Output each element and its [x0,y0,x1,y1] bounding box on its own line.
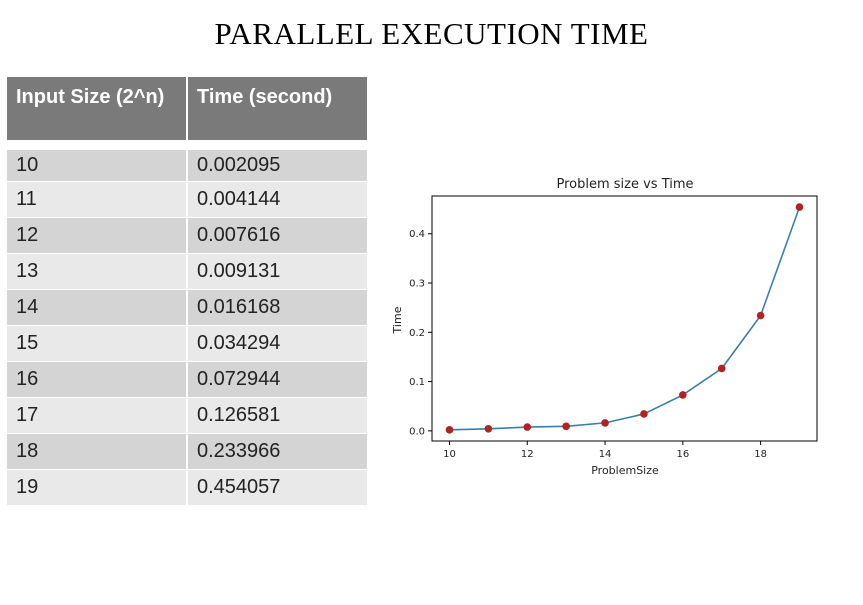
cell-input-size: 12 [7,216,187,253]
x-tick-label: 14 [599,449,612,460]
slide-title: PARALLEL EXECUTION TIME [214,16,649,51]
cell-time: 0.004144 [186,180,367,217]
data-point [717,364,726,373]
header-input-size: Input Size (2^n) [7,77,187,145]
data-point [756,311,765,320]
x-tick-label: 10 [443,449,456,460]
y-tick-label: 0.4 [409,229,425,240]
series-line [449,206,801,431]
cell-time: 0.454057 [186,468,367,505]
cell-input-size: 19 [7,468,187,505]
table-row: 16 0.072944 [7,360,367,397]
y-axis-ticks: 0.0 0.1 0.2 0.3 0.4 [409,229,432,437]
line-chart: Problem size vs Time 10 12 14 16 18 0.00.10.… [391,177,818,477]
execution-time-table: Input Size (2^n) Time (second) 10 0.00209… [7,77,367,505]
cell-input-size: 11 [7,180,187,217]
cell-time: 0.009131 [186,252,367,289]
cell-time: 0.233966 [186,432,367,469]
cell-input-size: 14 [7,288,187,325]
cell-input-size: 15 [7,324,187,361]
data-point [640,410,648,418]
cell-time: 0.126581 [186,396,367,433]
table-row: 13 0.009131 [7,252,367,289]
x-axis-ticks: 10 12 14 16 18 [443,441,767,460]
cell-time: 0.016168 [186,288,367,325]
table-row: 18 0.233966 [7,432,367,469]
series-group [445,203,804,434]
data-point [445,426,454,434]
x-axis-label: ProblemSize [591,464,659,477]
table-row: 10 0.002095 [7,144,367,181]
chart-container: Problem size vs Time 10 12 14 16 18 0.0 0.1 0.… [385,170,825,490]
cell-time: 0.072944 [186,360,367,397]
x-tick-label: 16 [676,449,689,460]
cell-input-size: 17 [7,396,187,433]
table-row: 11 0.004144 [7,180,367,217]
y-tick-label: 0.0 [409,426,425,437]
table-row: 19 0.454057 [7,468,367,505]
data-point [795,203,804,211]
plot-frame [431,195,818,442]
cell-input-size: 16 [7,360,187,397]
data-point [523,423,532,431]
y-tick-label: 0.1 [409,377,425,388]
cell-time: 0.007616 [186,216,367,253]
cell-time: 0.034294 [186,324,367,361]
cell-time: 0.002095 [186,144,367,181]
table-header-row: Input Size (2^n) Time (second) [7,77,367,145]
y-tick-label: 0.3 [409,279,425,290]
x-tick-label: 12 [521,449,534,460]
data-point [484,425,493,433]
y-tick-label: 0.2 [409,328,425,339]
y-axis-label: Time [391,306,404,334]
data-point [679,391,687,399]
cell-input-size: 18 [7,432,187,469]
chart-title: Problem size vs Time [556,177,693,192]
header-time: Time (second) [186,77,367,145]
data-point [562,422,570,431]
table-row: 17 0.126581 [7,396,367,433]
x-tick-label: 18 [754,449,767,460]
cell-input-size: 10 [7,144,187,181]
table-row: 15 0.034294 [7,324,367,361]
table-row: 14 0.016168 [7,288,367,325]
data-point [601,419,609,427]
table-row: 12 0.007616 [7,216,367,253]
cell-input-size: 13 [7,252,187,289]
